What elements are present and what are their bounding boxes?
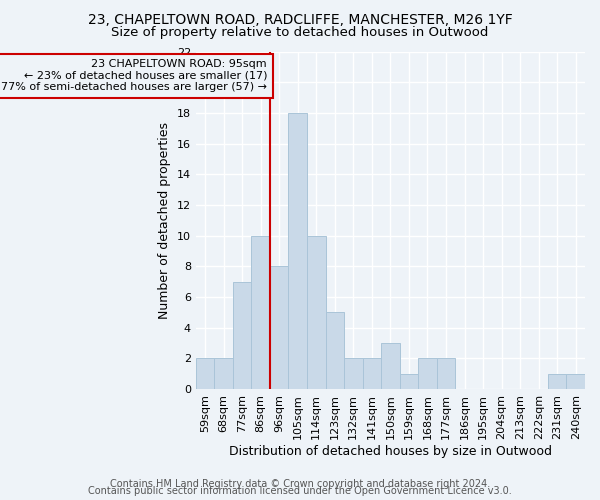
Bar [344,358,362,389]
Bar [214,358,233,389]
Bar [196,358,214,389]
Bar [307,236,325,389]
Text: 23 CHAPELTOWN ROAD: 95sqm
← 23% of detached houses are smaller (17)
77% of semi-: 23 CHAPELTOWN ROAD: 95sqm ← 23% of detac… [1,59,267,92]
Y-axis label: Number of detached properties: Number of detached properties [158,122,171,318]
Bar [233,282,251,389]
Bar [381,343,400,389]
Text: Contains HM Land Registry data © Crown copyright and database right 2024.: Contains HM Land Registry data © Crown c… [110,479,490,489]
Text: Contains public sector information licensed under the Open Government Licence v3: Contains public sector information licen… [88,486,512,496]
Text: 23, CHAPELTOWN ROAD, RADCLIFFE, MANCHESTER, M26 1YF: 23, CHAPELTOWN ROAD, RADCLIFFE, MANCHEST… [88,12,512,26]
Bar [566,374,585,389]
Bar [325,312,344,389]
Bar [270,266,289,389]
X-axis label: Distribution of detached houses by size in Outwood: Distribution of detached houses by size … [229,444,552,458]
Bar [418,358,437,389]
Bar [437,358,455,389]
Bar [548,374,566,389]
Bar [289,113,307,389]
Bar [251,236,270,389]
Bar [362,358,381,389]
Text: Size of property relative to detached houses in Outwood: Size of property relative to detached ho… [112,26,488,39]
Bar [400,374,418,389]
